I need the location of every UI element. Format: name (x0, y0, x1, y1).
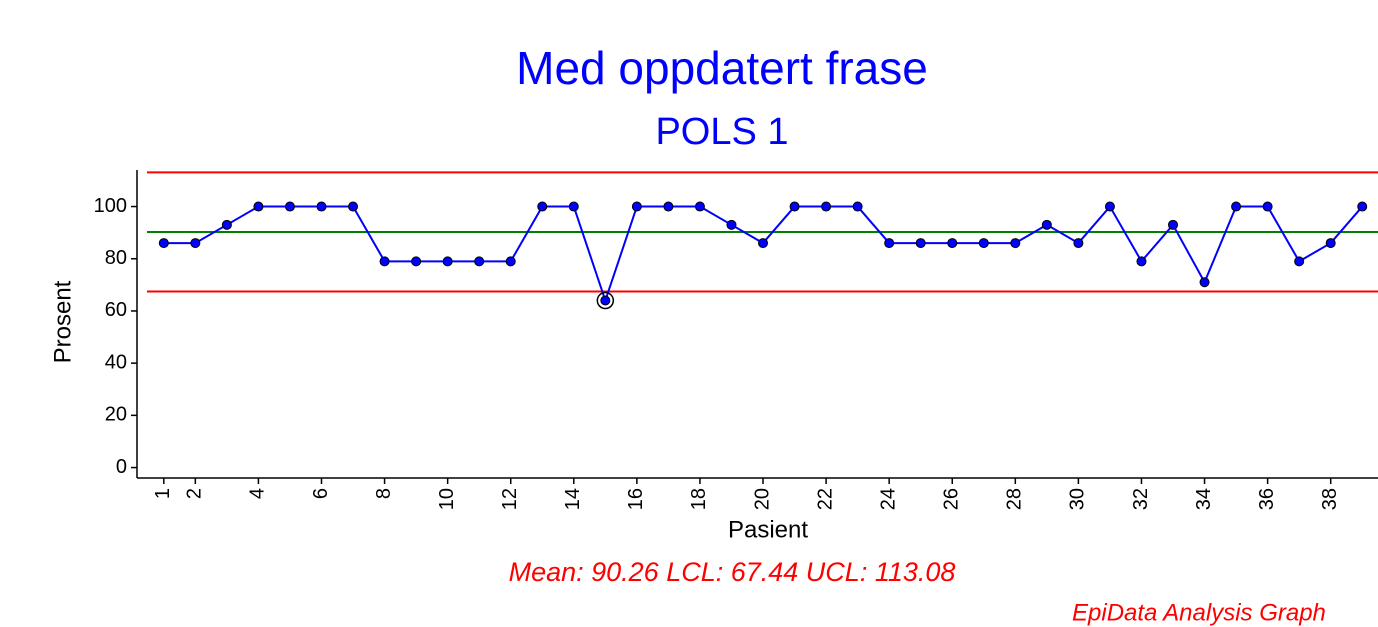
point (884, 238, 895, 249)
chart-subtitle: POLS 1 (655, 111, 788, 153)
chart-title: Med oppdatert frase (516, 42, 928, 94)
y-tick-label: 40 (105, 351, 127, 373)
point (1104, 201, 1115, 212)
y-tick-label: 20 (105, 404, 127, 426)
point (221, 219, 232, 230)
point (631, 201, 642, 212)
point (694, 201, 705, 212)
x-tick-label: 34 (1193, 488, 1215, 510)
point (537, 201, 548, 212)
y-tick-label: 60 (105, 299, 127, 321)
point (1041, 219, 1052, 230)
point (1231, 201, 1242, 212)
point (316, 201, 327, 212)
point (663, 201, 674, 212)
x-axis-label: Pasient (728, 516, 808, 543)
x-tick-label: 24 (877, 488, 899, 510)
x-tick-label: 2 (184, 488, 206, 499)
point (411, 256, 422, 267)
x-tick-label: 38 (1319, 488, 1341, 510)
point (1010, 238, 1021, 249)
point (158, 238, 169, 249)
point (1168, 219, 1179, 230)
point (1357, 201, 1368, 212)
y-tick-label: 0 (116, 456, 127, 478)
point (789, 201, 800, 212)
point (758, 238, 769, 249)
x-tick-label: 12 (499, 488, 521, 510)
stats-annotation: Mean: 90.26 LCL: 67.44 UCL: 113.08 (509, 557, 956, 587)
y-tick-label: 100 (94, 195, 127, 217)
point (1325, 238, 1336, 249)
point (947, 238, 958, 249)
point (1136, 256, 1147, 267)
x-tick-label: 26 (941, 488, 963, 510)
point (821, 201, 832, 212)
point (253, 201, 264, 212)
y-tick-label: 80 (105, 247, 127, 269)
point (348, 201, 359, 212)
x-tick-label: 14 (562, 488, 584, 510)
x-tick-label: 32 (1130, 488, 1152, 510)
point (1073, 238, 1084, 249)
outlier-ring (596, 291, 615, 310)
y-axis-label: Prosent (49, 280, 76, 363)
x-tick-label: 22 (814, 488, 836, 510)
point (190, 238, 201, 249)
x-tick-label: 1 (152, 488, 174, 499)
x-tick-label: 20 (751, 488, 773, 510)
x-tick-label: 36 (1256, 488, 1278, 510)
point (505, 256, 516, 267)
x-tick-label: 10 (436, 488, 458, 510)
x-tick-label: 16 (625, 488, 647, 510)
point (726, 219, 737, 230)
point (442, 256, 453, 267)
point (1262, 201, 1273, 212)
series-line (163, 204, 1363, 304)
point (474, 256, 485, 267)
point (379, 256, 390, 267)
point (568, 201, 579, 212)
x-tick-label: 18 (688, 488, 710, 510)
footer: EpiData Analysis Graph (1072, 599, 1326, 626)
x-tick-label: 30 (1067, 488, 1089, 510)
point (852, 201, 863, 212)
x-tick-label: 28 (1004, 488, 1026, 510)
point (978, 238, 989, 249)
x-tick-label: 4 (247, 488, 269, 499)
point (1294, 256, 1305, 267)
point (1199, 277, 1210, 288)
point (600, 295, 611, 306)
x-tick-label: 8 (373, 488, 395, 499)
x-tick-label: 6 (310, 488, 332, 499)
point (284, 201, 295, 212)
point (915, 238, 926, 249)
